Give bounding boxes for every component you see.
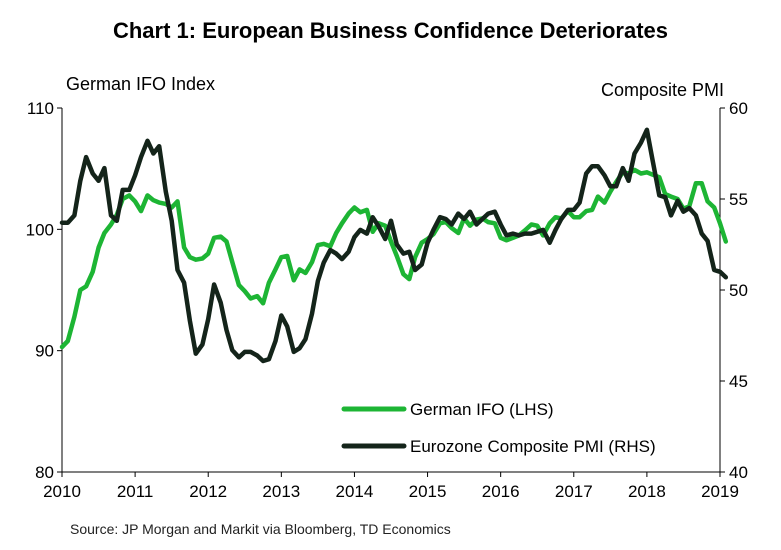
x-tick-label: 2015: [409, 482, 447, 501]
source-note: Source: JP Morgan and Markit via Bloombe…: [70, 521, 451, 537]
x-tick-label: 2013: [262, 482, 300, 501]
y-right-tick-label: 60: [729, 99, 748, 118]
series-line-german-ifo: [59, 167, 729, 350]
y-right-tick-label: 40: [729, 463, 748, 482]
y-left-tick-label: 90: [35, 342, 54, 361]
y-right-tick-label: 55: [729, 190, 748, 209]
legend-label-german-ifo: German IFO (LHS): [410, 400, 554, 419]
x-tick-label: 2011: [117, 482, 154, 501]
x-tick-label: 2018: [628, 482, 666, 501]
right-axis-title: Composite PMI: [600, 80, 724, 100]
x-tick-label: 2016: [482, 482, 520, 501]
legend-label-eurozone-pmi: Eurozone Composite PMI (RHS): [410, 437, 656, 456]
x-tick-label: 2010: [43, 482, 81, 501]
series-line-eurozone-pmi: [59, 127, 729, 364]
y-right-tick-label: 45: [729, 372, 748, 391]
y-left-tick-label: 100: [26, 220, 54, 239]
x-tick-label: 2017: [555, 482, 593, 501]
left-axis-title: German IFO Index: [66, 74, 216, 94]
x-tick-label: 2012: [189, 482, 227, 501]
y-left-tick-label: 110: [27, 99, 54, 118]
y-left-tick-label: 80: [35, 463, 54, 482]
x-tick-label: 2019: [701, 482, 739, 501]
x-tick-label: 2014: [336, 482, 374, 501]
chart-title: Chart 1: European Business Confidence De…: [112, 18, 669, 43]
y-right-tick-label: 50: [729, 281, 748, 300]
